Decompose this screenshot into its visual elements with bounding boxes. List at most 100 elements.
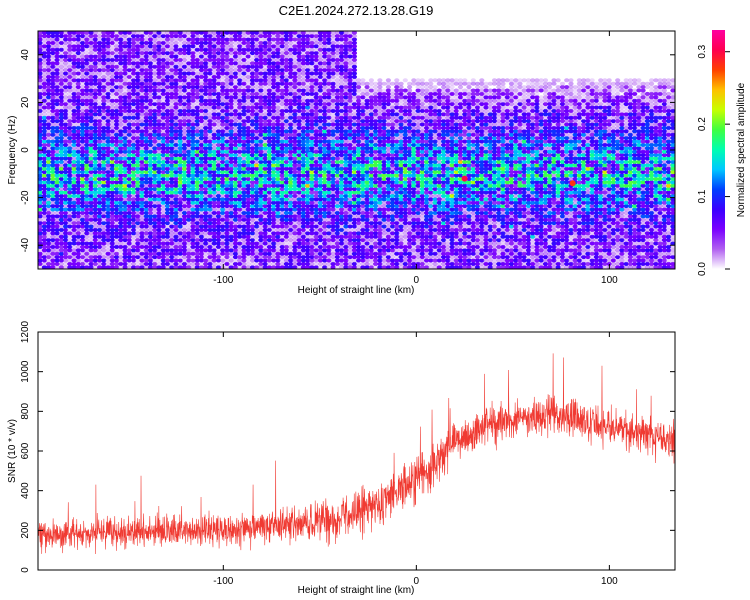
spectrogram-cell bbox=[67, 180, 73, 185]
spectrogram-cell bbox=[80, 204, 86, 209]
spectrogram-cell bbox=[71, 265, 77, 269]
spectrogram-cell bbox=[41, 163, 48, 168]
spectrogram-cell bbox=[75, 159, 81, 164]
spectrogram-cell bbox=[75, 197, 81, 202]
spectrogram-cell bbox=[80, 217, 86, 222]
spectrogram-cell bbox=[54, 180, 60, 185]
spectrogram-cell bbox=[75, 176, 81, 181]
spectrogram-cell bbox=[67, 105, 73, 110]
spectrogram-cell bbox=[80, 91, 86, 96]
spectrogram-cell bbox=[80, 207, 86, 212]
spectrogram-cell bbox=[38, 187, 43, 192]
spectrogram-cells bbox=[38, 31, 675, 269]
spectrogram-cell bbox=[38, 47, 43, 52]
spectrogram-cell bbox=[50, 102, 56, 107]
spectrogram-cell bbox=[71, 112, 77, 117]
spectrogram-cell bbox=[75, 119, 81, 124]
spectrogram-cell bbox=[41, 74, 48, 79]
spectrogram-cell bbox=[58, 193, 64, 198]
spectrogram-cell bbox=[71, 248, 77, 253]
spectrogram-cell bbox=[58, 34, 64, 39]
spectrogram-cell bbox=[71, 193, 77, 198]
spectrogram-cell bbox=[38, 234, 43, 239]
spectrogram-cell bbox=[46, 85, 52, 90]
spectrogram-cell bbox=[58, 31, 64, 35]
spectrogram-cell bbox=[80, 258, 86, 263]
spectrogram-cell bbox=[71, 102, 77, 107]
spectrogram-cell bbox=[71, 146, 77, 151]
spectrogram-cell bbox=[80, 156, 86, 161]
spectrogram-cell bbox=[71, 173, 77, 178]
spectrogram-cell bbox=[38, 88, 43, 93]
spectrogram-cell bbox=[46, 224, 52, 229]
spectrogram-cell bbox=[38, 40, 43, 45]
spectrogram-cell bbox=[71, 159, 77, 164]
spectrogram-cell bbox=[75, 163, 81, 168]
spectrogram-cell bbox=[63, 197, 69, 202]
spectrogram-cell bbox=[75, 108, 81, 113]
spectrogram-cell bbox=[38, 139, 43, 144]
spectrogram-cell bbox=[50, 244, 56, 249]
spectrogram-cell bbox=[63, 221, 69, 226]
spectrogram-cell bbox=[80, 173, 86, 178]
spectrogram-cell bbox=[71, 40, 77, 45]
spectrogram-cell bbox=[63, 122, 69, 127]
spectrogram-cell bbox=[63, 95, 69, 100]
spectrogram-cell bbox=[41, 37, 48, 42]
spectrogram-cell bbox=[41, 200, 48, 205]
spectrogram-cell bbox=[71, 149, 77, 154]
spectrogram-cell bbox=[58, 234, 64, 239]
spectrogram-cell bbox=[46, 261, 52, 266]
spectrogram-cell bbox=[63, 156, 69, 161]
spectrogram-cell bbox=[63, 261, 69, 266]
spectrogram-cell bbox=[71, 153, 77, 158]
spectrogram-cell bbox=[50, 159, 56, 164]
spectrogram-cell bbox=[75, 217, 81, 222]
spectrogram-cell bbox=[63, 224, 69, 229]
spectrogram-cell bbox=[75, 146, 81, 151]
spectrogram-cell bbox=[71, 197, 77, 202]
spectrogram-cell bbox=[75, 40, 81, 45]
spectrogram-cell bbox=[50, 54, 56, 59]
spectrogram-cell bbox=[80, 170, 86, 175]
spectrogram-cell bbox=[63, 132, 69, 137]
spectrogram-cell bbox=[46, 149, 52, 154]
spectrogram-cell bbox=[63, 68, 69, 73]
spectrogram-cell bbox=[71, 61, 77, 66]
spectrogram-cell bbox=[38, 149, 43, 154]
spectrogram-cell bbox=[71, 74, 77, 79]
spectrogram-cell bbox=[38, 85, 43, 90]
spectrogram-cell bbox=[75, 244, 81, 249]
spectrogram-cell bbox=[50, 187, 56, 192]
spectrogram-cell bbox=[63, 248, 69, 253]
spectrogram-cell bbox=[46, 40, 52, 45]
spectrogram-cell bbox=[80, 214, 86, 219]
spectrogram-cell bbox=[46, 74, 52, 79]
spectrogram-cell bbox=[41, 98, 48, 103]
spectrogram-cell bbox=[80, 108, 86, 113]
spectrogram-cell bbox=[75, 74, 81, 79]
spectrogram-cell bbox=[80, 122, 86, 127]
spectrogram-cell bbox=[67, 190, 73, 195]
spectrogram-cell bbox=[63, 61, 69, 66]
spectrogram-cell bbox=[50, 142, 56, 147]
spectrogram-cell bbox=[63, 88, 69, 93]
spectrogram-cell bbox=[80, 74, 86, 79]
spectrogram-cell bbox=[54, 81, 60, 86]
spectrogram-cell bbox=[50, 74, 56, 79]
spectrogram-cell bbox=[63, 146, 69, 151]
spectrogram-cell bbox=[71, 47, 77, 52]
spectrogram-cell bbox=[58, 88, 64, 93]
spectrogram-cell bbox=[67, 156, 73, 161]
spectrogram-cell bbox=[46, 153, 52, 158]
spectrogram-cell bbox=[54, 122, 60, 127]
spectrogram-cell bbox=[63, 190, 69, 195]
spectrogram-cell bbox=[50, 132, 56, 137]
spectrogram-cell bbox=[54, 132, 60, 137]
spectrogram-cell bbox=[63, 207, 69, 212]
spectrogram-cell bbox=[71, 227, 77, 232]
spectrogram-cell bbox=[75, 170, 81, 175]
spectrogram-cell bbox=[67, 81, 73, 86]
spectrogram-cell bbox=[58, 176, 64, 181]
spectrogram-cell bbox=[71, 125, 77, 130]
